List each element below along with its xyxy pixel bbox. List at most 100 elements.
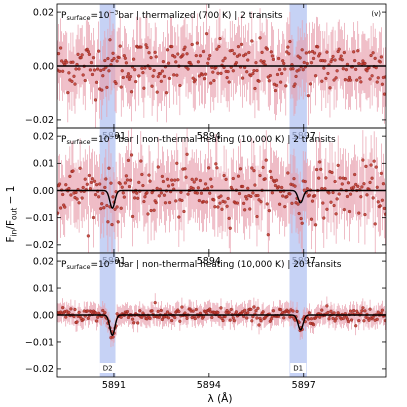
- data-point: [221, 318, 225, 323]
- data-point: [347, 209, 352, 214]
- data-point: [215, 47, 219, 51]
- data-point: [71, 169, 75, 173]
- data-point: [367, 318, 371, 322]
- data-point: [375, 317, 379, 321]
- data-point: [331, 54, 335, 59]
- data-point: [285, 50, 289, 54]
- data-point: [235, 201, 240, 205]
- data-point: [162, 193, 167, 197]
- data-point: [359, 80, 363, 84]
- data-point: [90, 72, 95, 77]
- data-point: [78, 166, 82, 170]
- data-point: [191, 309, 195, 313]
- data-point: [77, 67, 81, 71]
- data-point: [128, 178, 133, 182]
- data-point: [258, 36, 262, 40]
- data-point: [307, 311, 312, 315]
- data-point: [364, 164, 368, 168]
- data-point: [86, 49, 90, 54]
- data-point: [156, 165, 160, 169]
- data-point: [270, 191, 275, 195]
- data-point: [178, 83, 182, 88]
- data-point: [369, 53, 373, 58]
- data-point: [119, 315, 123, 319]
- data-point: [65, 60, 69, 64]
- data-point: [152, 208, 156, 212]
- data-point: [295, 309, 299, 314]
- data-point: [359, 195, 363, 199]
- data-point: [248, 207, 252, 211]
- data-point: [156, 309, 160, 313]
- data-point: [125, 178, 130, 182]
- data-point: [135, 191, 139, 195]
- data-point: [145, 45, 149, 50]
- data-point: [219, 306, 223, 310]
- data-point: [269, 175, 273, 180]
- data-point: [140, 315, 144, 319]
- data-point: [309, 217, 314, 221]
- data-point: [379, 171, 383, 176]
- data-point: [296, 54, 300, 58]
- data-point: [196, 186, 200, 190]
- data-point: [121, 191, 125, 195]
- data-point: [123, 56, 127, 60]
- data-point: [229, 307, 233, 312]
- data-point: [103, 58, 107, 63]
- data-point: [291, 309, 295, 313]
- title-part: bar | thermalized (700 K) | 2 transits: [118, 11, 283, 21]
- data-point: [148, 66, 152, 71]
- data-point: [361, 158, 365, 162]
- title-part: P: [61, 11, 67, 21]
- data-point: [145, 191, 149, 195]
- data-point: [307, 193, 312, 197]
- data-point: [259, 200, 263, 204]
- data-point: [307, 50, 312, 54]
- data-point: [210, 315, 214, 320]
- data-point: [255, 214, 259, 219]
- data-point: [162, 74, 167, 79]
- data-point: [154, 201, 158, 205]
- data-point: [93, 192, 98, 197]
- y-tick-label: 0.00: [33, 61, 54, 72]
- data-point: [270, 54, 275, 58]
- y-tick-label: 0.01: [33, 283, 54, 294]
- data-point: [139, 45, 143, 49]
- panel-1: −0.020.000.02589158945897Psurface=10−3ba…: [25, 3, 387, 142]
- data-point: [155, 186, 159, 191]
- y-tick-label: 0.00: [33, 186, 54, 197]
- data-points-group: [57, 293, 386, 348]
- data-point: [246, 311, 250, 315]
- data-point: [381, 182, 386, 186]
- data-point: [129, 153, 134, 157]
- data-point: [73, 82, 77, 86]
- data-point: [351, 50, 356, 54]
- data-point: [370, 74, 374, 78]
- data-point: [338, 176, 342, 180]
- data-point: [164, 91, 169, 95]
- data-point: [178, 319, 182, 323]
- data-point: [355, 78, 359, 82]
- data-point: [171, 183, 175, 187]
- data-point: [316, 45, 320, 49]
- data-point: [336, 163, 340, 167]
- data-point: [205, 186, 210, 190]
- data-point: [346, 181, 351, 185]
- title-superscript: −3: [109, 10, 118, 17]
- data-point: [326, 71, 330, 76]
- data-point: [117, 55, 121, 60]
- data-point: [269, 50, 273, 54]
- data-point: [198, 178, 203, 183]
- data-point: [57, 51, 61, 56]
- data-point: [259, 319, 263, 323]
- data-point: [91, 56, 96, 60]
- data-point: [249, 74, 253, 78]
- data-point: [273, 183, 278, 188]
- data-point: [297, 68, 301, 72]
- data-point: [172, 73, 176, 77]
- data-point: [368, 180, 372, 185]
- data-point: [325, 207, 329, 211]
- data-point: [127, 184, 132, 189]
- data-point: [110, 58, 114, 63]
- data-point: [118, 44, 122, 48]
- data-point: [265, 47, 269, 51]
